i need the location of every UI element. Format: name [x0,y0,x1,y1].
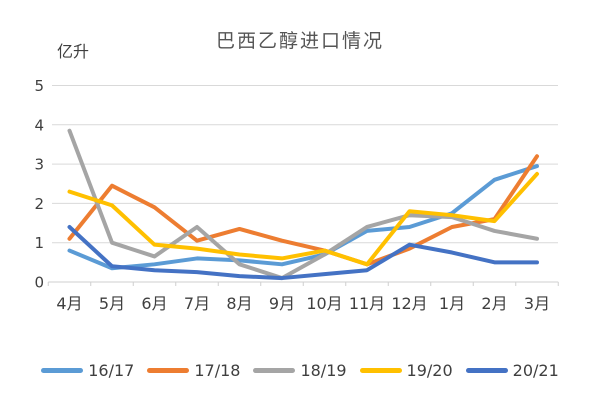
legend-swatch-icon [359,368,402,373]
y-tick-label: 3 [34,156,44,174]
x-tick-label: 6月 [141,294,167,313]
legend-swatch-icon [41,368,84,373]
y-tick-label: 1 [34,234,44,252]
x-tick-label: 7月 [184,294,210,313]
y-tick-label: 5 [34,77,44,95]
legend-label: 16/17 [88,361,135,380]
y-tick-label: 2 [34,195,44,213]
y-axis-unit-label: 亿升 [57,42,90,61]
legend-swatch-icon [147,368,190,373]
y-tick-label: 0 [34,274,44,292]
series-line-17-18 [67,154,539,267]
x-tick-label: 9月 [269,294,295,313]
series-line-20-21 [67,224,539,281]
legend-swatch-icon [253,368,296,373]
series-line-19-20 [67,171,539,267]
legend-swatch-icon [465,368,508,373]
x-tick-label: 1月 [439,294,465,313]
legend-item-20-21: 20/21 [465,361,559,380]
y-tick-label: 4 [34,116,44,134]
x-tick-label: 3月 [524,294,550,313]
legend-item-17-18: 17/18 [147,361,240,380]
chart-title: 巴西乙醇进口情况 [215,30,384,52]
x-tick-label: 4月 [56,294,82,313]
legend-label: 17/18 [194,361,241,380]
legend-item-18-19: 18/19 [253,361,347,380]
legend-label: 20/21 [512,361,559,380]
series-line-16-17 [67,164,539,271]
x-tick-label: 8月 [226,294,252,313]
legend: 16/17 17/18 18/19 19/20 20/21 [0,361,600,380]
legend-label: 18/19 [300,361,347,380]
x-tick-label: 5月 [99,294,125,313]
x-tick-label: 11月 [349,294,385,313]
x-tick-label: 10月 [306,294,342,313]
x-tick-label: 2月 [481,294,507,313]
legend-item-16-17: 16/17 [41,361,134,380]
legend-item-19-20: 19/20 [359,361,453,380]
series-line-18-19 [67,128,539,281]
x-tick-label: 12月 [391,294,427,313]
legend-label: 19/20 [406,361,453,380]
